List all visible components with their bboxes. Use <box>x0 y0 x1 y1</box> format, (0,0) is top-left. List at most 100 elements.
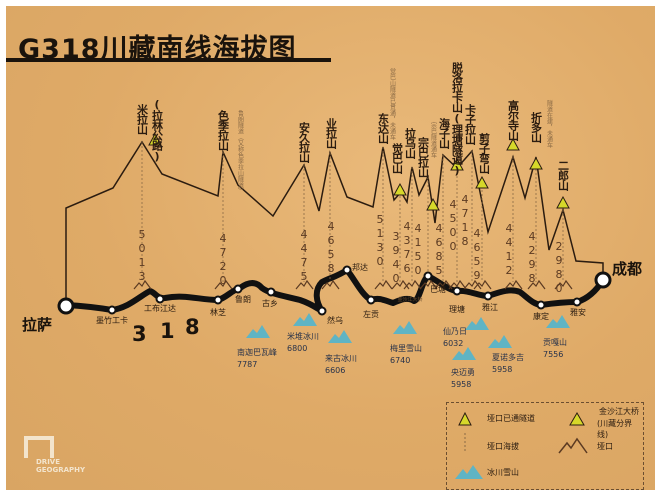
glacier-elevation: 6740 <box>390 356 411 365</box>
glacier-name: 仙乃日 <box>443 327 467 336</box>
pass-icon <box>214 279 233 290</box>
bridge-label: 金沙江大桥 <box>397 297 423 303</box>
pass-label: 高尔寺山 <box>506 100 520 140</box>
pass-label: 拉乌山 <box>403 128 417 158</box>
glacier-elevation: 6032 <box>443 339 464 348</box>
town-label: 古乡 <box>262 299 278 308</box>
bridge-icon <box>569 412 585 426</box>
glacier-name: 夏诺多吉 <box>492 353 524 362</box>
pass-elevation: 5130 <box>373 213 387 269</box>
tunnel-icon <box>450 157 464 171</box>
pass-label: 觉巴山 <box>390 143 404 173</box>
glacier-elevation: 7556 <box>543 350 564 359</box>
town-marker <box>233 284 243 294</box>
town-marker <box>536 300 546 310</box>
pass-note: 宗巴隧道通车 <box>429 122 437 158</box>
glacier-elevation: 6800 <box>287 344 308 353</box>
town-label: 康定 <box>533 312 549 321</box>
pass-icon <box>463 279 482 290</box>
town-marker <box>317 306 327 316</box>
pass-label: 二郎山 <box>556 160 570 190</box>
pass-elevation: 4412 <box>502 222 516 278</box>
pass-label: 折多山 <box>529 112 543 142</box>
glacier-label: 南迦巴瓦峰 7787 <box>237 347 277 371</box>
pass-label: 色季拉山 <box>216 110 230 150</box>
town-label: 雅安 <box>570 308 586 317</box>
pass-elevation: 4720 <box>216 232 230 288</box>
route-number-digit: 3 <box>132 322 147 346</box>
pass-icon <box>473 279 492 290</box>
glacier-name: 央迈勇 <box>451 368 475 377</box>
pass-label: 卡子拉山 <box>463 104 477 144</box>
town-label: 林芝 <box>210 308 226 317</box>
title-underline <box>6 58 331 62</box>
town-marker <box>107 305 117 315</box>
town-marker <box>155 294 165 304</box>
pass-icon <box>133 279 152 290</box>
glacier-icon <box>246 325 270 338</box>
pass-icon <box>504 279 523 290</box>
glacier-elevation: 7787 <box>237 360 258 369</box>
town-marker <box>266 287 276 297</box>
pass-label: 剪子弯山 <box>477 133 491 173</box>
pass-note: (拉林公路) <box>150 98 164 162</box>
town-label: 邦达 <box>352 263 368 272</box>
pass-elevation: 4475 <box>297 228 311 284</box>
logo-line1: DRIVE <box>36 458 61 466</box>
glacier-icon <box>546 315 570 328</box>
legend-bridge-sub: (川藏分界线) <box>597 419 633 439</box>
end-city-chengdu: 成都 <box>612 260 643 278</box>
glacier-name: 梅里雪山 <box>390 344 422 353</box>
pass-label: 海子山 <box>437 118 451 148</box>
start-city-lhasa: 拉萨 <box>22 316 53 334</box>
glacier-elevation: 5958 <box>451 380 472 389</box>
pass-elevation: 3940 <box>389 230 403 286</box>
pass-icon <box>448 279 467 290</box>
pass-elevation: 4718 <box>458 193 472 249</box>
route-number-digit: 1 <box>160 319 175 343</box>
pass-icon <box>391 279 410 290</box>
glacier-label: 梅里雪山 6740 <box>390 343 422 367</box>
pass-note: 鲁朗隧道（又称色季拉山隧道） <box>236 110 244 194</box>
legend: 垭口已通隧道 金沙江大桥 (川藏分界线) 垭口海拔 垭口 冰川雪山 <box>446 402 644 490</box>
town-marker <box>452 286 462 296</box>
town-label: 工布江达 <box>144 304 176 313</box>
pass-icon <box>558 437 588 454</box>
glacier-name: 南迦巴瓦峰 <box>237 348 277 357</box>
town-label: 雅江 <box>482 303 498 312</box>
legend-glacier: 冰川雪山 <box>487 468 519 477</box>
pass-elevation: 4376 <box>400 220 414 276</box>
pass-elevation: 5013 <box>135 228 149 284</box>
pass-icon <box>434 279 453 290</box>
pass-label: 宗巴拉山 <box>416 137 430 177</box>
logo-line2: GEOGRAPHY <box>36 466 86 474</box>
glacier-label: 夏诺多吉 5958 <box>492 352 524 376</box>
glacier-icon <box>328 330 352 343</box>
pass-icon <box>419 279 438 290</box>
glacier-name: 贡嘎山 <box>543 338 567 347</box>
pass-elevation: 2980 <box>552 240 566 296</box>
glacier-icon <box>293 313 317 326</box>
pass-label: 东达山 <box>376 113 390 143</box>
pass-note: 隧道在建，未通车 <box>545 100 553 148</box>
pass-elevation: 4500 <box>446 198 460 254</box>
glacier-icon <box>455 465 483 479</box>
pass-icon <box>554 279 573 290</box>
glacier-label: 央迈勇 5958 <box>451 367 475 391</box>
glacier-icon <box>465 317 489 330</box>
glacier-name: 来古冰川 <box>325 354 357 363</box>
tunnel-icon <box>529 156 543 170</box>
pass-icon <box>321 279 340 290</box>
tunnel-icon <box>556 195 570 209</box>
legend-tunnel: 垭口已通隧道 <box>487 414 535 423</box>
glacier-name: 米堆冰川 <box>287 332 319 341</box>
pass-label: 脱洛拉卡山(理塘隧道) <box>450 62 464 176</box>
pass-label: 安久拉山 <box>297 122 311 162</box>
town-marker <box>366 295 376 305</box>
pass-icon <box>403 279 422 290</box>
town-label: 鲁朗 <box>235 295 251 304</box>
legend-elevation: 垭口海拔 <box>487 442 519 451</box>
town-marker <box>423 271 433 281</box>
